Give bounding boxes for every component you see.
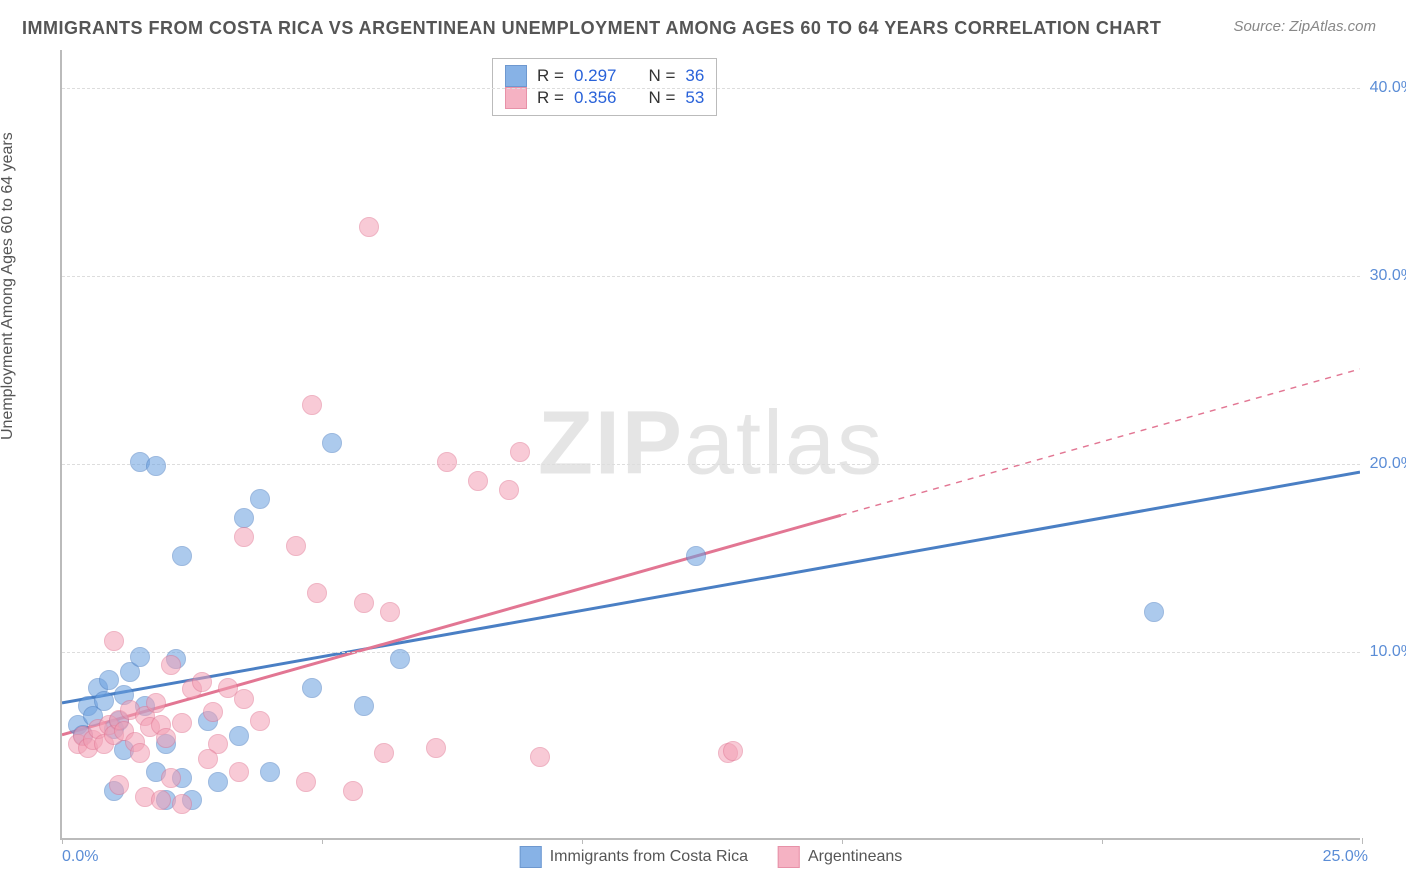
- series-legend: Immigrants from Costa Rica Argentineans: [520, 846, 903, 868]
- data-point: [172, 794, 192, 814]
- chart-container: { "title": "IMMIGRANTS FROM COSTA RICA V…: [0, 0, 1406, 892]
- data-point: [530, 747, 550, 767]
- data-point: [229, 726, 249, 746]
- x-tick: [322, 838, 323, 844]
- chart-title: IMMIGRANTS FROM COSTA RICA VS ARGENTINEA…: [22, 18, 1161, 39]
- data-point: [130, 647, 150, 667]
- series-name-2: Argentineans: [808, 848, 902, 866]
- data-point: [260, 762, 280, 782]
- data-point: [99, 670, 119, 690]
- data-point: [296, 772, 316, 792]
- gridline: [62, 88, 1360, 89]
- data-point: [359, 217, 379, 237]
- data-point: [234, 689, 254, 709]
- r-label: R =: [537, 88, 564, 108]
- data-point: [192, 672, 212, 692]
- data-point: [161, 768, 181, 788]
- watermark-light: atlas: [684, 394, 884, 494]
- plot-area: ZIPatlas R = 0.297 N = 36 R = 0.356 N = …: [60, 50, 1360, 840]
- y-tick-label: 40.0%: [1370, 79, 1406, 97]
- data-point: [156, 728, 176, 748]
- data-point: [686, 546, 706, 566]
- gridline: [62, 464, 1360, 465]
- n-value-2: 53: [685, 88, 704, 108]
- n-label: N =: [648, 88, 675, 108]
- data-point: [1144, 602, 1164, 622]
- data-point: [437, 452, 457, 472]
- source-attribution: Source: ZipAtlas.com: [1233, 18, 1376, 35]
- x-tick: [62, 838, 63, 844]
- data-point: [426, 738, 446, 758]
- r-value-1: 0.297: [574, 66, 617, 86]
- data-point: [94, 691, 114, 711]
- data-point: [354, 696, 374, 716]
- watermark-bold: ZIP: [538, 394, 684, 494]
- y-tick-label: 10.0%: [1370, 643, 1406, 661]
- data-point: [203, 702, 223, 722]
- series-name-1: Immigrants from Costa Rica: [550, 848, 748, 866]
- legend-swatch-bottom-1: [520, 846, 542, 868]
- legend-row-series2: R = 0.356 N = 53: [505, 87, 704, 109]
- data-point: [343, 781, 363, 801]
- x-tick-min: 0.0%: [62, 848, 98, 866]
- r-value-2: 0.356: [574, 88, 617, 108]
- x-tick: [1362, 838, 1363, 844]
- data-point: [208, 772, 228, 792]
- legend-swatch-1: [505, 65, 527, 87]
- data-point: [229, 762, 249, 782]
- r-label: R =: [537, 66, 564, 86]
- data-point: [322, 433, 342, 453]
- data-point: [161, 655, 181, 675]
- data-point: [172, 713, 192, 733]
- data-point: [109, 775, 129, 795]
- data-point: [250, 489, 270, 509]
- legend-row-series1: R = 0.297 N = 36: [505, 65, 704, 87]
- legend-item-1: Immigrants from Costa Rica: [520, 846, 748, 868]
- data-point: [198, 749, 218, 769]
- x-tick-max: 25.0%: [1323, 848, 1368, 866]
- y-tick-label: 20.0%: [1370, 455, 1406, 473]
- data-point: [286, 536, 306, 556]
- data-point: [354, 593, 374, 613]
- y-tick-label: 30.0%: [1370, 267, 1406, 285]
- data-point: [723, 741, 743, 761]
- data-point: [250, 711, 270, 731]
- y-axis-label: Unemployment Among Ages 60 to 64 years: [0, 132, 17, 440]
- data-point: [307, 583, 327, 603]
- data-point: [499, 480, 519, 500]
- data-point: [380, 602, 400, 622]
- data-point: [130, 743, 150, 763]
- data-point: [151, 790, 171, 810]
- data-point: [234, 527, 254, 547]
- x-tick: [582, 838, 583, 844]
- gridline: [62, 652, 1360, 653]
- data-point: [234, 508, 254, 528]
- n-value-1: 36: [685, 66, 704, 86]
- data-point: [146, 693, 166, 713]
- data-point: [172, 546, 192, 566]
- data-point: [390, 649, 410, 669]
- gridline: [62, 276, 1360, 277]
- x-tick: [842, 838, 843, 844]
- n-label: N =: [648, 66, 675, 86]
- x-tick: [1102, 838, 1103, 844]
- legend-swatch-2: [505, 87, 527, 109]
- data-point: [510, 442, 530, 462]
- legend-swatch-bottom-2: [778, 846, 800, 868]
- watermark: ZIPatlas: [538, 393, 884, 496]
- data-point: [146, 456, 166, 476]
- legend-item-2: Argentineans: [778, 846, 902, 868]
- data-point: [468, 471, 488, 491]
- data-point: [104, 631, 124, 651]
- data-point: [302, 395, 322, 415]
- data-point: [302, 678, 322, 698]
- data-point: [374, 743, 394, 763]
